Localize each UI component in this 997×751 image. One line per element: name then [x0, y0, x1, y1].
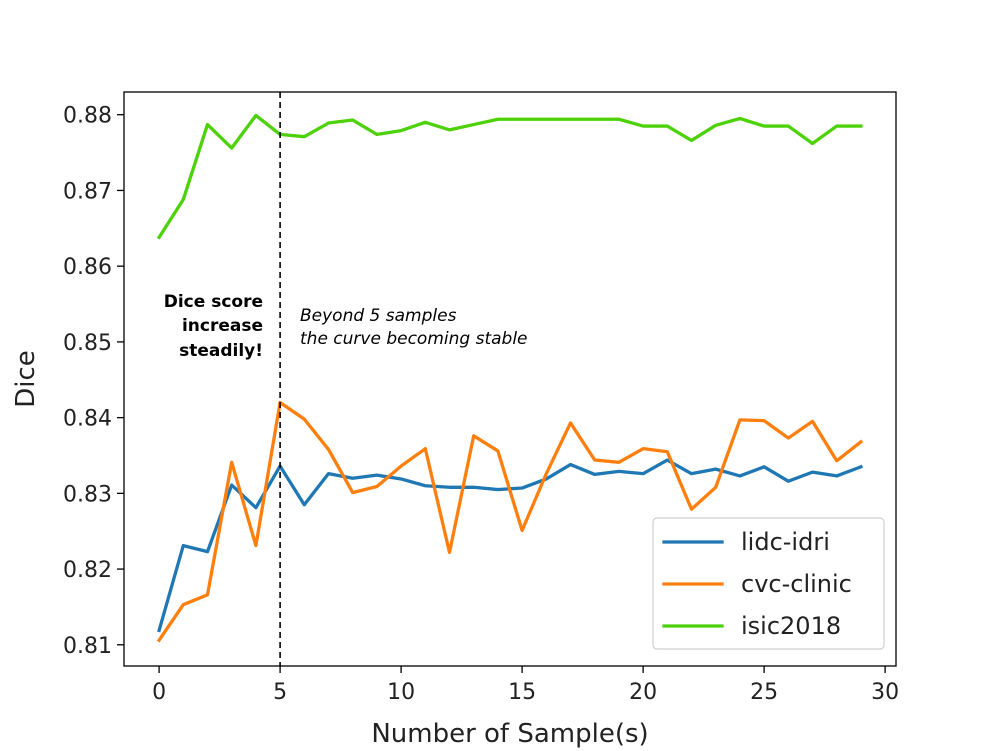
y-tick-label-0.84: 0.84	[63, 407, 112, 432]
annotation-left-line-3: steadily!	[179, 341, 263, 361]
y-tick-label-0.85: 0.85	[63, 331, 112, 356]
x-tick-label-15: 15	[508, 680, 536, 705]
y-tick-label-0.88: 0.88	[63, 104, 112, 129]
x-tick-label-25: 25	[750, 680, 778, 705]
axis-layer: 0 5 10 15 20 25 30 0.81 0.82 0.83 0.84 0.85 0.86 0.87…	[11, 91, 899, 749]
annotation-right-line-2: the curve becoming stable	[300, 329, 528, 349]
series-layer	[156, 113, 864, 643]
y-tick-label-0.82: 0.82	[63, 558, 112, 583]
x-tick-label-30: 30	[871, 680, 899, 705]
series-line-isic2018	[156, 113, 863, 240]
annotation-right-line-1: Beyond 5 samples	[300, 306, 457, 326]
y-tick-label-0.87: 0.87	[63, 179, 112, 204]
x-tick-label-20: 20	[629, 680, 657, 705]
x-tick-label-0: 0	[152, 680, 166, 705]
x-tick-label-10: 10	[387, 680, 415, 705]
x-tick-label-5: 5	[273, 680, 287, 705]
annotation-layer: Dice score increase steadily! Beyond 5 samp…	[164, 92, 528, 666]
y-axis-title: Dice	[11, 350, 41, 408]
legend-label-cvc-clinic: cvc-clinic	[741, 570, 852, 598]
axes-frame	[123, 91, 897, 667]
legend: lidc-idri cvc-clinic isic2018	[652, 517, 885, 650]
y-tick-label-0.81: 0.81	[63, 634, 112, 659]
x-axis-title: Number of Sample(s)	[371, 719, 648, 749]
legend-label-isic2018: isic2018	[741, 612, 841, 640]
series-line-cvc-clinic	[156, 400, 864, 643]
annotation-left-line-1: Dice score	[164, 292, 263, 312]
y-tick-label-0.86: 0.86	[63, 255, 112, 280]
legend-box	[652, 517, 885, 650]
annotation-left-line-2: increase	[182, 316, 263, 336]
legend-label-lidc-idri: lidc-idri	[741, 528, 830, 556]
y-tick-label-0.83: 0.83	[63, 482, 112, 507]
